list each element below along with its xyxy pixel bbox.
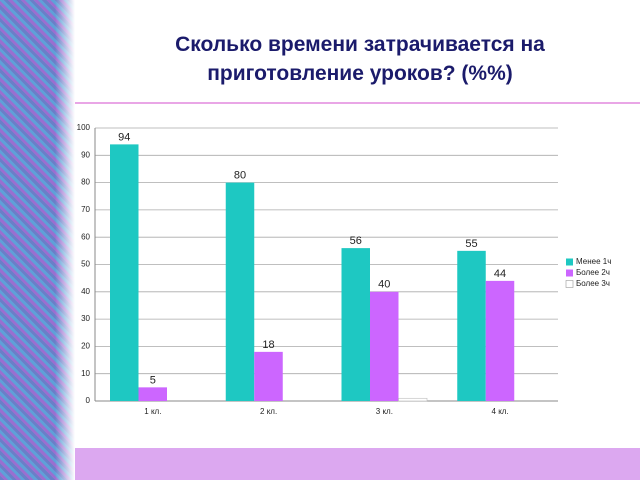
y-tick-label: 20 (81, 342, 90, 351)
y-tick-label: 30 (81, 314, 90, 323)
legend-swatch (566, 258, 573, 266)
legend-label: Менее 1ч (576, 257, 611, 266)
y-tick-label: 60 (81, 232, 90, 241)
y-tick-label: 0 (86, 396, 91, 405)
value-label: 40 (378, 279, 390, 291)
y-tick-label: 80 (81, 178, 90, 187)
bar (138, 387, 167, 401)
y-tick-label: 90 (81, 150, 90, 159)
value-label: 5 (150, 374, 156, 386)
legend-label: Более 3ч (576, 279, 610, 288)
x-tick-label: 1 кл. (144, 407, 161, 416)
y-tick-label: 50 (81, 260, 90, 269)
x-tick-label: 3 кл. (376, 407, 393, 416)
bar (398, 397, 428, 402)
x-tick-label: 4 кл. (492, 407, 509, 416)
value-label: 56 (350, 235, 362, 247)
x-tick-label: 2 кл. (260, 407, 277, 416)
legend-label: Более 2ч (576, 268, 610, 277)
bar (110, 144, 139, 401)
value-label: 18 (262, 339, 274, 351)
divider (75, 102, 640, 104)
legend-swatch (566, 269, 573, 277)
y-tick-label: 10 (81, 369, 90, 378)
value-label: 94 (118, 131, 130, 143)
legend-swatch (565, 280, 574, 288)
footer-band (75, 448, 640, 480)
bar (254, 351, 283, 401)
bar (370, 291, 399, 401)
y-tick-label: 100 (77, 123, 91, 132)
value-label: 80 (234, 170, 246, 182)
y-tick-label: 70 (81, 205, 90, 214)
decor-fade (55, 0, 75, 480)
value-label: 44 (494, 268, 506, 280)
bar (225, 182, 255, 401)
bar (457, 250, 486, 401)
value-label: 55 (465, 238, 477, 250)
bar (485, 280, 515, 401)
bar (341, 248, 370, 401)
chart-title: Сколько времени затрачивается на пригото… (175, 33, 545, 85)
y-tick-label: 40 (81, 287, 90, 296)
